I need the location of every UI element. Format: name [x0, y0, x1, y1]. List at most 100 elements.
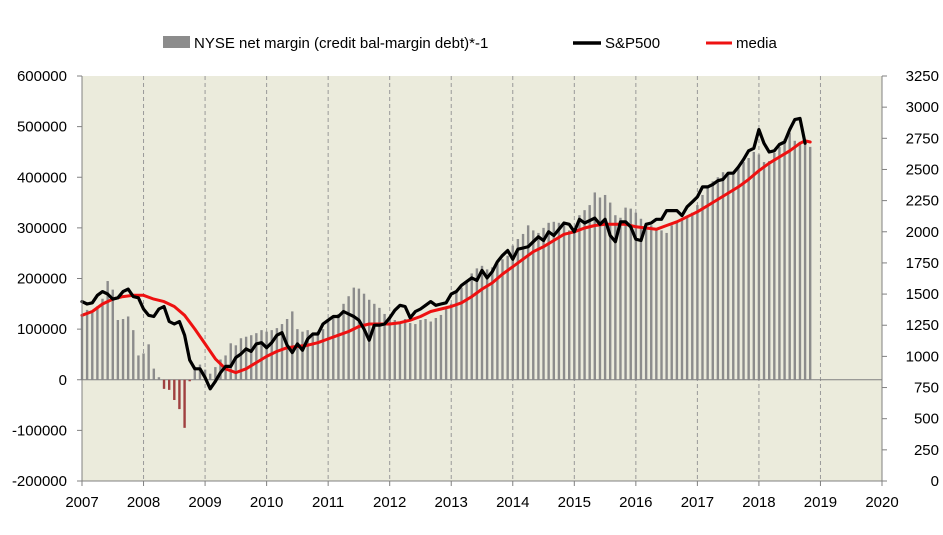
bar — [306, 330, 309, 380]
bar — [537, 232, 540, 380]
bar — [475, 268, 479, 380]
bar — [106, 281, 109, 380]
bar — [321, 329, 325, 380]
bar — [773, 152, 776, 380]
bar — [157, 377, 161, 380]
bar-series — [80, 132, 812, 428]
bar — [357, 288, 361, 380]
bar — [793, 140, 796, 380]
right-tick-label: 500 — [914, 411, 939, 428]
x-tick-label: 2007 — [65, 494, 98, 511]
bar — [460, 287, 463, 380]
bar — [326, 321, 330, 380]
bar — [393, 320, 396, 380]
bar — [711, 181, 714, 380]
bar — [414, 324, 417, 380]
bar — [803, 142, 807, 380]
bar — [342, 303, 345, 380]
media-line — [80, 139, 812, 375]
bar — [408, 323, 412, 380]
bar — [255, 333, 258, 380]
x-tick-label: 2011 — [312, 494, 344, 511]
bar — [762, 162, 766, 380]
left-tick-label: 600000 — [17, 68, 67, 85]
bar — [691, 212, 694, 380]
legend-label-nyse: NYSE net margin (credit bal-margin debt)… — [194, 35, 488, 52]
left-tick-label: 100000 — [17, 321, 67, 338]
bar — [670, 225, 673, 380]
x-tick-label: 2013 — [435, 494, 468, 511]
bar — [337, 313, 340, 380]
bar — [275, 328, 279, 380]
bar — [260, 330, 263, 380]
bar — [239, 338, 243, 380]
left-tick-label: 200000 — [17, 271, 67, 288]
bar — [573, 227, 576, 380]
x-tick-label: 2017 — [681, 494, 714, 511]
bar — [588, 205, 591, 380]
bar — [732, 174, 735, 380]
left-tick-label: 500000 — [17, 119, 67, 136]
bar — [742, 162, 745, 380]
x-tick-label: 2018 — [742, 494, 775, 511]
left-axis-ticks: 600000 500000 400000 300000 200000 100000 0 -10… — [12, 68, 82, 490]
x-tick-label: 2019 — [804, 494, 837, 511]
bar — [285, 319, 289, 380]
bar — [598, 197, 602, 380]
bar — [578, 215, 581, 380]
bar — [439, 314, 443, 380]
bar — [624, 207, 627, 380]
x-tick-label: 2020 — [865, 494, 898, 511]
bar — [593, 192, 596, 380]
bar — [603, 194, 607, 380]
bar — [383, 313, 386, 380]
bar — [470, 273, 473, 380]
bar — [808, 146, 812, 380]
bar — [332, 316, 335, 380]
bar — [188, 379, 191, 382]
bar — [398, 321, 402, 380]
right-tick-label: 1250 — [906, 317, 939, 334]
bar — [347, 296, 350, 380]
bar — [542, 227, 545, 380]
right-tick-label: 2000 — [906, 224, 939, 241]
right-tick-label: 0 — [931, 473, 939, 490]
bar — [737, 167, 740, 380]
bar — [126, 316, 130, 380]
bar — [798, 141, 802, 380]
bar — [173, 379, 176, 400]
bar — [634, 212, 638, 380]
bar — [429, 321, 432, 380]
bar — [608, 202, 612, 380]
bar — [208, 373, 212, 380]
bar — [757, 154, 761, 380]
x-tick-label: 2014 — [496, 494, 529, 511]
bar — [788, 132, 791, 380]
bar — [296, 329, 299, 380]
bar — [701, 194, 704, 380]
bar — [455, 292, 458, 380]
bar — [501, 259, 504, 380]
bar — [552, 221, 556, 380]
bar — [316, 331, 320, 380]
bar — [685, 217, 689, 380]
right-tick-label: 2500 — [906, 161, 939, 178]
bar — [434, 317, 438, 380]
left-tick-label: 400000 — [17, 169, 67, 186]
right-tick-label: 1000 — [906, 348, 939, 365]
bar — [768, 161, 771, 380]
bar — [696, 205, 699, 380]
bar — [650, 225, 653, 380]
bar — [178, 379, 181, 410]
bar — [101, 298, 104, 380]
right-tick-label: 2750 — [906, 130, 939, 147]
bar — [388, 316, 391, 380]
bar — [511, 245, 514, 380]
bar — [373, 303, 376, 380]
bar — [183, 379, 186, 428]
bar — [655, 228, 658, 380]
legend-swatch-bars — [163, 36, 190, 48]
bar — [311, 333, 314, 380]
left-tick-label: -100000 — [12, 422, 67, 439]
